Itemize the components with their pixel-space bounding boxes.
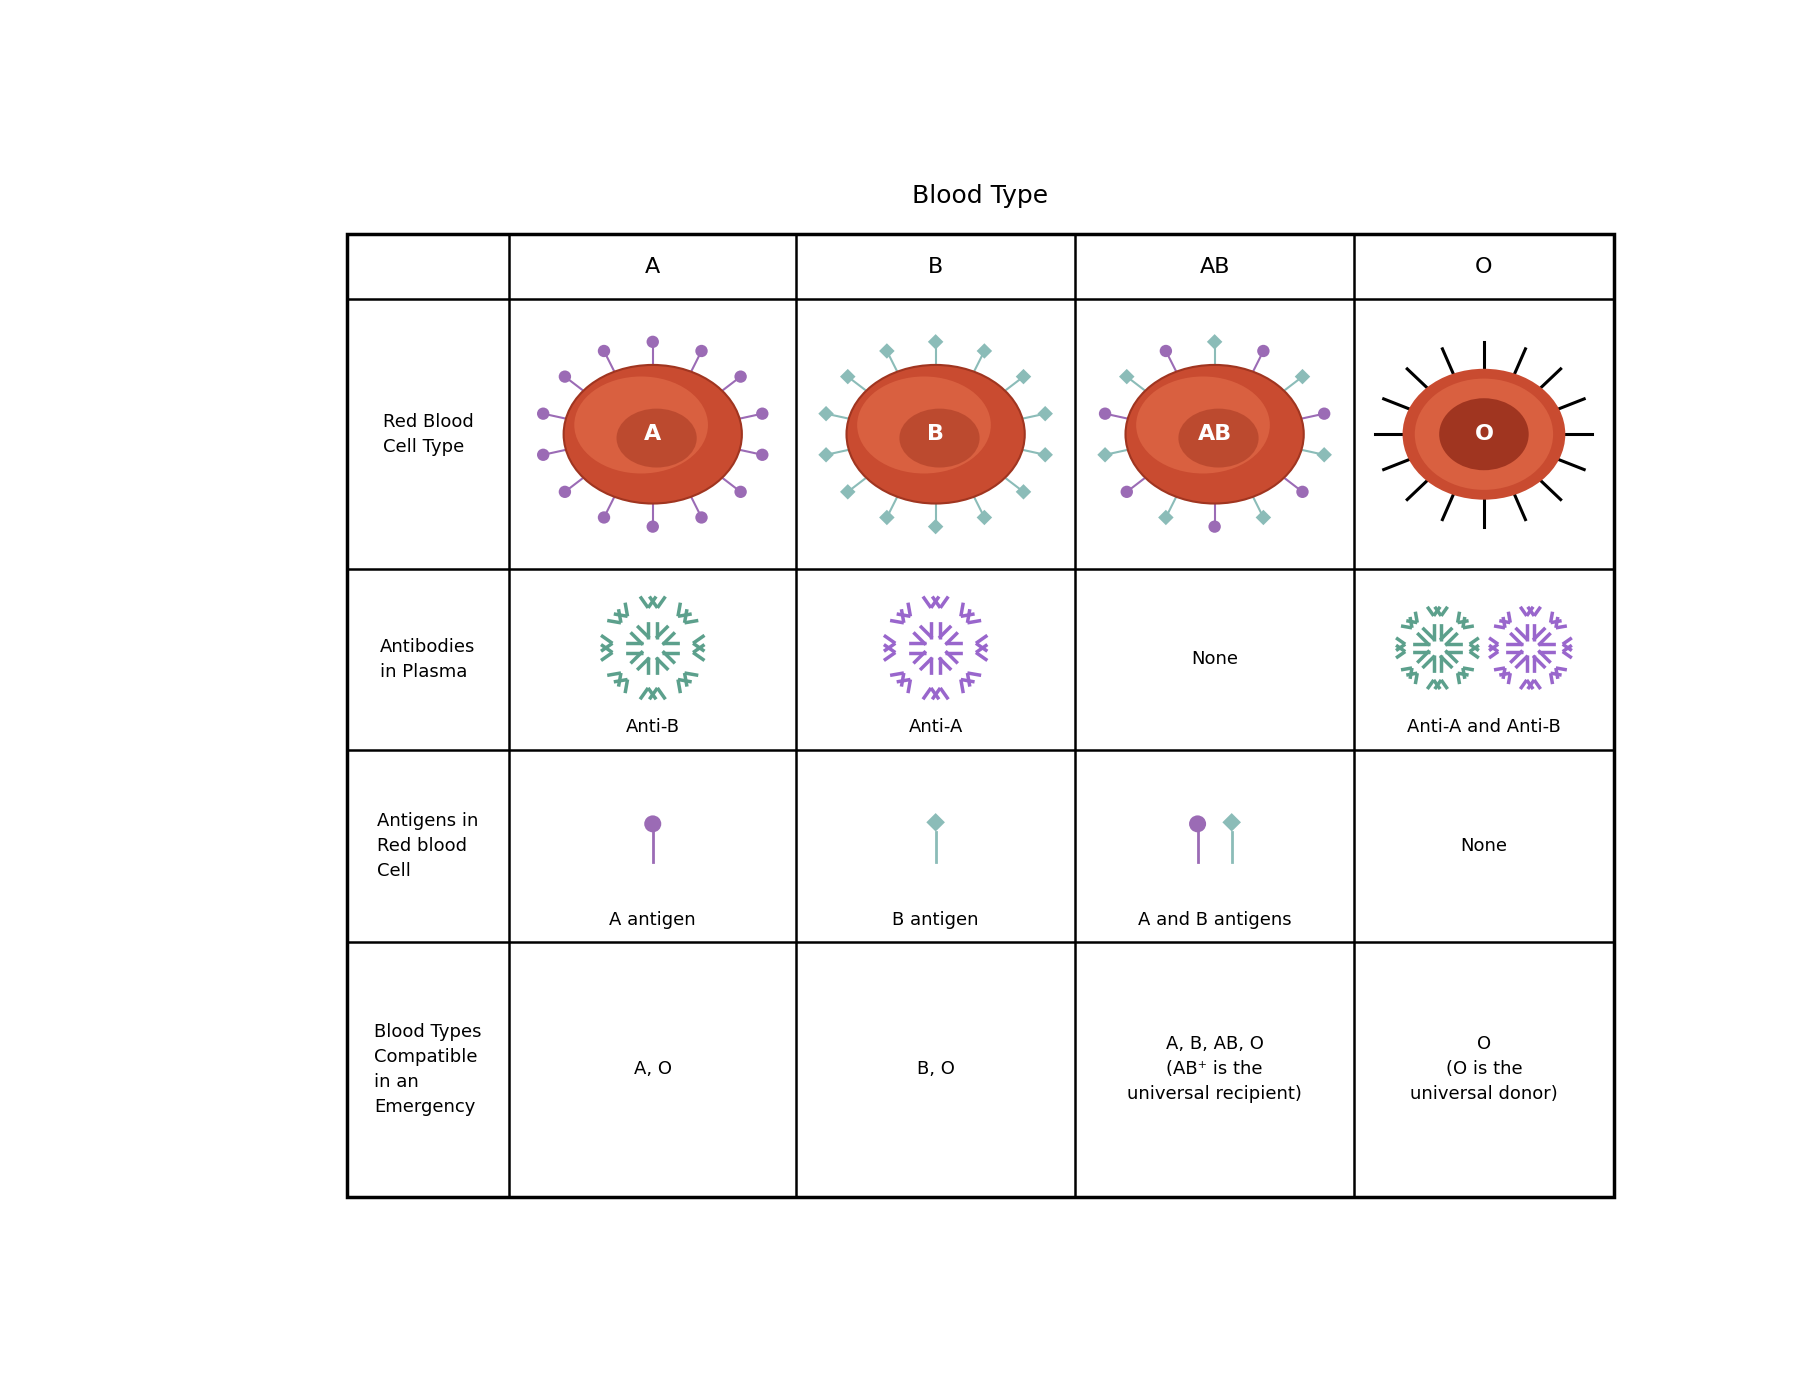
Text: Anti-B: Anti-B: [625, 718, 680, 736]
Polygon shape: [977, 509, 993, 525]
Ellipse shape: [857, 376, 991, 473]
Polygon shape: [819, 447, 834, 462]
Polygon shape: [1158, 509, 1174, 525]
Polygon shape: [841, 484, 855, 500]
Polygon shape: [879, 344, 895, 359]
Circle shape: [1258, 345, 1270, 358]
Ellipse shape: [846, 365, 1026, 504]
Text: Red Blood
Cell Type: Red Blood Cell Type: [382, 413, 473, 455]
Circle shape: [598, 345, 611, 358]
Circle shape: [558, 370, 571, 383]
Text: B: B: [928, 256, 944, 277]
Ellipse shape: [1439, 398, 1529, 470]
Circle shape: [1209, 521, 1221, 533]
Text: O
(O is the
universal donor): O (O is the universal donor): [1410, 1036, 1558, 1104]
Polygon shape: [926, 813, 944, 831]
Ellipse shape: [1125, 365, 1305, 504]
Circle shape: [536, 408, 549, 420]
Polygon shape: [928, 519, 944, 535]
Polygon shape: [1098, 447, 1113, 462]
Text: Antigens in
Red blood
Cell: Antigens in Red blood Cell: [377, 812, 478, 880]
Ellipse shape: [1178, 409, 1259, 468]
Polygon shape: [1017, 484, 1031, 500]
Polygon shape: [977, 344, 993, 359]
Ellipse shape: [616, 409, 698, 468]
Circle shape: [1296, 486, 1308, 498]
Text: None: None: [1460, 837, 1508, 855]
Circle shape: [647, 521, 660, 533]
Text: Anti-A and Anti-B: Anti-A and Anti-B: [1408, 718, 1560, 736]
Ellipse shape: [899, 409, 980, 468]
Circle shape: [645, 816, 661, 832]
Text: A and B antigens: A and B antigens: [1138, 910, 1292, 928]
Text: B: B: [928, 425, 944, 444]
Ellipse shape: [1136, 376, 1270, 473]
Text: A, O: A, O: [634, 1061, 672, 1079]
Circle shape: [1160, 345, 1172, 358]
Text: Blood Types
Compatible
in an
Emergency: Blood Types Compatible in an Emergency: [375, 1023, 482, 1116]
Polygon shape: [1256, 509, 1272, 525]
Circle shape: [756, 408, 768, 420]
Text: B, O: B, O: [917, 1061, 955, 1079]
Circle shape: [756, 448, 768, 461]
Polygon shape: [841, 369, 855, 384]
Circle shape: [734, 486, 747, 498]
Text: A, B, AB, O
(AB⁺ is the
universal recipient): A, B, AB, O (AB⁺ is the universal recipi…: [1127, 1036, 1303, 1104]
Ellipse shape: [1402, 369, 1566, 500]
Text: A: A: [643, 425, 661, 444]
Text: O: O: [1475, 425, 1493, 444]
Polygon shape: [879, 509, 895, 525]
Circle shape: [1189, 816, 1207, 832]
Text: Anti-A: Anti-A: [908, 718, 962, 736]
Circle shape: [1120, 486, 1132, 498]
Circle shape: [536, 448, 549, 461]
Polygon shape: [1038, 406, 1053, 422]
Circle shape: [1317, 408, 1330, 420]
Circle shape: [647, 335, 660, 348]
Ellipse shape: [1415, 379, 1553, 490]
Polygon shape: [1207, 334, 1223, 349]
Text: Blood Type: Blood Type: [911, 184, 1049, 207]
Circle shape: [1098, 408, 1111, 420]
Text: AB: AB: [1198, 425, 1232, 444]
Ellipse shape: [564, 365, 741, 504]
Text: A: A: [645, 256, 660, 277]
Circle shape: [598, 511, 611, 523]
Polygon shape: [1223, 813, 1241, 831]
Text: None: None: [1190, 650, 1238, 668]
Polygon shape: [1120, 369, 1134, 384]
Text: AB: AB: [1200, 256, 1230, 277]
Circle shape: [696, 511, 708, 523]
Circle shape: [696, 345, 708, 358]
Polygon shape: [819, 406, 834, 422]
Polygon shape: [1296, 369, 1310, 384]
Polygon shape: [928, 334, 944, 349]
Text: B antigen: B antigen: [892, 910, 978, 928]
Text: A antigen: A antigen: [609, 910, 696, 928]
Circle shape: [734, 370, 747, 383]
Circle shape: [558, 486, 571, 498]
Polygon shape: [1038, 447, 1053, 462]
Polygon shape: [1317, 447, 1332, 462]
Text: O: O: [1475, 256, 1493, 277]
Text: Antibodies
in Plasma: Antibodies in Plasma: [381, 638, 477, 681]
Ellipse shape: [574, 376, 708, 473]
Polygon shape: [1017, 369, 1031, 384]
Bar: [346, 234, 1614, 1197]
